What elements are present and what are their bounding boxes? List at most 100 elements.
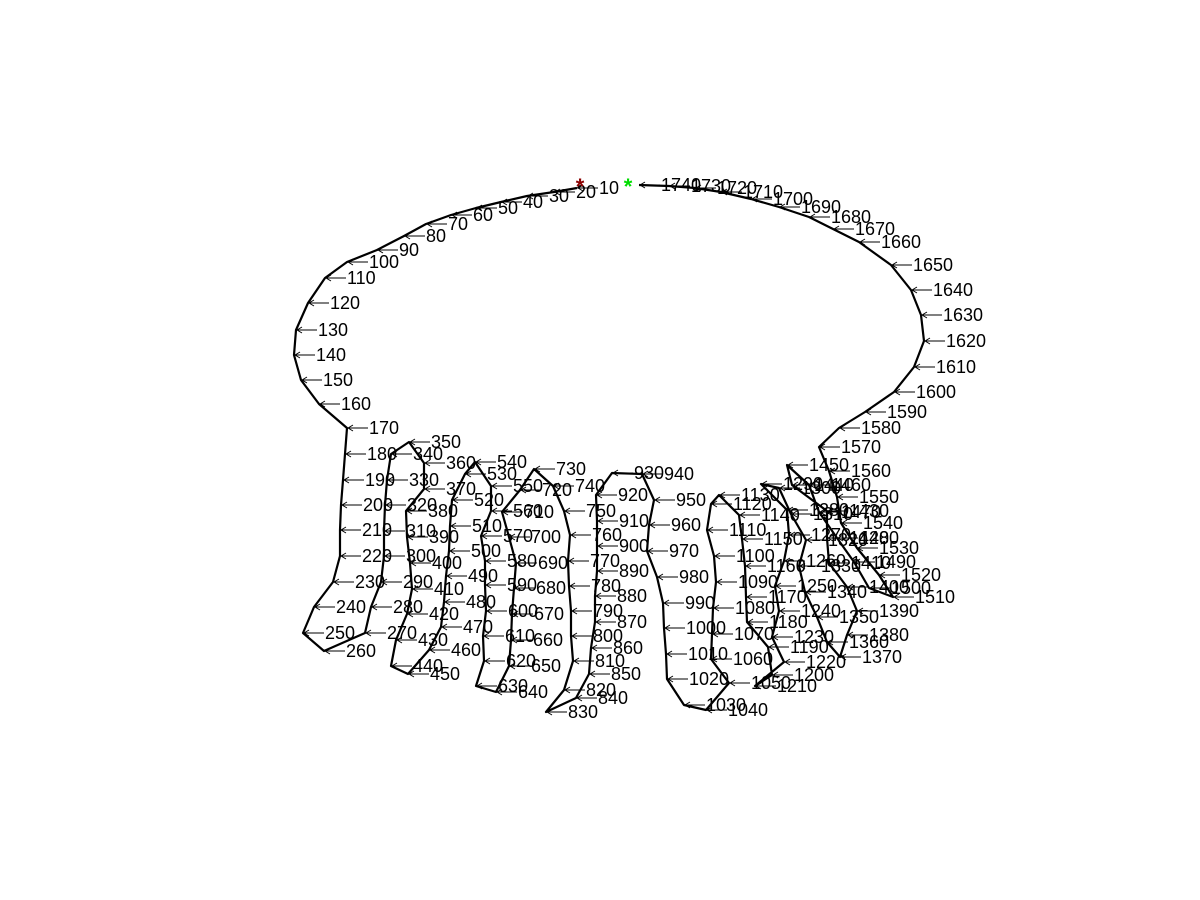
position-label-text: 180 — [367, 444, 397, 464]
position-label-text: 780 — [591, 576, 621, 596]
position-label: 980 — [657, 567, 709, 587]
position-label-text: 580 — [507, 551, 537, 571]
label-arrow — [779, 607, 800, 615]
position-label-text: 1380 — [869, 625, 909, 645]
label-arrow — [384, 527, 405, 535]
label-arrow — [706, 706, 727, 714]
position-label-text: 870 — [617, 612, 647, 632]
position-label: 1010 — [666, 644, 728, 664]
label-arrow — [509, 533, 530, 541]
position-label-text: 460 — [451, 640, 481, 660]
position-label-text: 960 — [671, 515, 701, 535]
label-arrow — [739, 511, 760, 519]
label-arrow — [729, 679, 750, 687]
position-label-text: 1640 — [933, 280, 973, 300]
label-arrow — [695, 184, 716, 192]
label-arrow — [406, 507, 427, 515]
label-arrow — [819, 508, 840, 516]
label-arrow — [924, 337, 945, 345]
position-label-text: 1200 — [794, 665, 834, 685]
label-arrow — [806, 536, 827, 544]
label-arrow — [768, 643, 789, 651]
position-label: 100 — [347, 252, 399, 272]
label-arrow — [452, 496, 473, 504]
label-arrow — [761, 480, 782, 488]
label-arrow — [647, 547, 668, 555]
label-arrow — [772, 671, 793, 679]
label-arrow — [595, 592, 616, 600]
position-label: 1520 — [879, 565, 941, 585]
label-arrow — [410, 559, 431, 567]
position-label-text: 1510 — [915, 587, 955, 607]
label-arrow — [857, 607, 878, 615]
position-label: 1530 — [857, 538, 919, 558]
position-label: 630 — [476, 676, 528, 696]
label-arrow — [772, 633, 793, 641]
position-label: 430 — [396, 630, 448, 650]
position-label-text: 1290 — [783, 474, 823, 494]
position-label: 950 — [654, 490, 706, 510]
position-label: 1460 — [809, 475, 871, 495]
label-arrow — [481, 532, 502, 540]
position-label-text: 1480 — [859, 528, 899, 548]
position-label: 30 — [527, 186, 569, 206]
label-arrow — [408, 670, 429, 678]
position-label-text: 1370 — [862, 647, 902, 667]
position-label: 440 — [391, 656, 443, 676]
label-arrow — [596, 491, 617, 499]
position-label-text: 1550 — [859, 487, 899, 507]
position-label: 1580 — [839, 418, 901, 438]
position-label-text: 390 — [429, 527, 459, 547]
position-label-text: 1610 — [936, 357, 976, 377]
label-arrow — [564, 507, 585, 515]
position-label-text: 1730 — [691, 176, 731, 196]
position-label-text: 1630 — [943, 305, 983, 325]
label-arrow — [496, 688, 517, 696]
position-label-text: 970 — [669, 541, 699, 561]
position-label: 10 — [577, 178, 619, 198]
label-arrow — [301, 376, 322, 384]
label-arrow — [879, 571, 900, 579]
position-label: 990 — [663, 593, 715, 613]
label-arrow — [664, 624, 685, 632]
label-arrow — [837, 534, 858, 542]
position-label: 260 — [324, 641, 376, 661]
position-label: 1170 — [746, 587, 807, 607]
position-label: 1600 — [894, 382, 956, 402]
position-label-text: 1620 — [946, 331, 986, 351]
position-label: 930 — [612, 463, 664, 483]
label-arrow — [833, 225, 854, 233]
position-label-text: 820 — [586, 680, 616, 700]
position-label: 1670 — [833, 219, 895, 239]
position-label: 1050 — [729, 673, 791, 693]
position-label-text: 1440 — [814, 475, 854, 495]
label-arrow — [667, 675, 688, 683]
position-label: 700 — [509, 527, 561, 547]
label-arrow — [385, 501, 406, 509]
position-label: 350 — [409, 432, 461, 452]
label-arrow — [595, 618, 616, 626]
label-arrow — [484, 657, 505, 665]
position-label-text: 910 — [619, 511, 649, 531]
position-label-text: 990 — [685, 593, 715, 613]
label-arrow — [827, 638, 848, 646]
position-label: 70 — [426, 214, 468, 234]
label-arrow — [591, 644, 612, 652]
position-label: 660 — [511, 630, 563, 650]
position-label-text: 790 — [593, 601, 623, 621]
position-label-text: 320 — [407, 495, 437, 515]
position-label: 1450 — [787, 455, 849, 475]
position-label: 170 — [347, 418, 399, 438]
position-label-text: 890 — [619, 561, 649, 581]
position-label: 140 — [294, 345, 346, 365]
position-label-text: 500 — [471, 541, 501, 561]
position-label-text: 920 — [618, 485, 648, 505]
label-arrow — [429, 646, 450, 654]
label-arrow — [347, 258, 368, 266]
position-label: 370 — [424, 479, 476, 499]
label-arrow — [340, 526, 361, 534]
position-label-text: 100 — [369, 252, 399, 272]
position-label: 1180 — [747, 612, 808, 632]
label-arrow — [303, 629, 324, 637]
